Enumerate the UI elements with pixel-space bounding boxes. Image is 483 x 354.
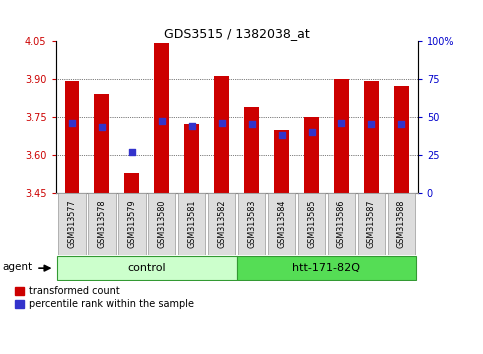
Bar (95, 94, 110, 193)
Point (278, 132, 285, 138)
Bar (364, 81, 379, 193)
Bar (358, 193, 385, 255)
Bar (125, 173, 140, 193)
Point (368, 121, 375, 127)
Text: GSM313587: GSM313587 (367, 200, 376, 248)
Bar (118, 193, 145, 255)
Point (128, 149, 136, 155)
Text: GSM313579: GSM313579 (128, 200, 136, 248)
Bar (238, 193, 265, 255)
Point (248, 121, 256, 127)
Bar (244, 107, 259, 193)
Bar (155, 43, 170, 193)
Bar (58, 193, 85, 255)
Text: GSM313584: GSM313584 (277, 200, 286, 248)
Point (188, 123, 196, 129)
Bar (334, 79, 349, 193)
Bar (274, 130, 289, 193)
Bar (148, 193, 175, 255)
Bar (214, 76, 229, 193)
Bar (57, 256, 237, 280)
Bar (304, 117, 319, 193)
Point (98, 125, 106, 130)
Text: GSM313580: GSM313580 (157, 200, 166, 248)
Bar (208, 193, 235, 255)
Point (158, 119, 166, 124)
Legend: transformed count, percentile rank within the sample: transformed count, percentile rank withi… (14, 286, 194, 309)
Title: GDS3515 / 1382038_at: GDS3515 / 1382038_at (164, 27, 310, 40)
Text: GSM313585: GSM313585 (307, 200, 316, 248)
Text: GSM313583: GSM313583 (247, 200, 256, 248)
Point (398, 121, 405, 127)
Bar (268, 193, 295, 255)
Text: GSM313578: GSM313578 (98, 200, 106, 248)
Text: GSM313581: GSM313581 (187, 200, 196, 248)
Bar (65, 81, 80, 193)
Point (68, 120, 76, 126)
Bar (298, 193, 325, 255)
Text: GSM313588: GSM313588 (397, 200, 406, 248)
Bar (328, 193, 355, 255)
Text: GSM313586: GSM313586 (337, 200, 346, 248)
Bar (185, 124, 199, 193)
Bar (88, 193, 115, 255)
Point (218, 120, 226, 126)
Text: htt-171-82Q: htt-171-82Q (293, 263, 360, 273)
Bar (394, 86, 409, 193)
Text: agent: agent (3, 262, 33, 272)
Bar (388, 193, 415, 255)
Text: GSM313577: GSM313577 (68, 200, 76, 248)
Bar (178, 193, 205, 255)
Text: control: control (128, 263, 166, 273)
Bar (237, 256, 416, 280)
Text: GSM313582: GSM313582 (217, 200, 226, 248)
Point (338, 120, 345, 126)
Point (308, 129, 315, 135)
